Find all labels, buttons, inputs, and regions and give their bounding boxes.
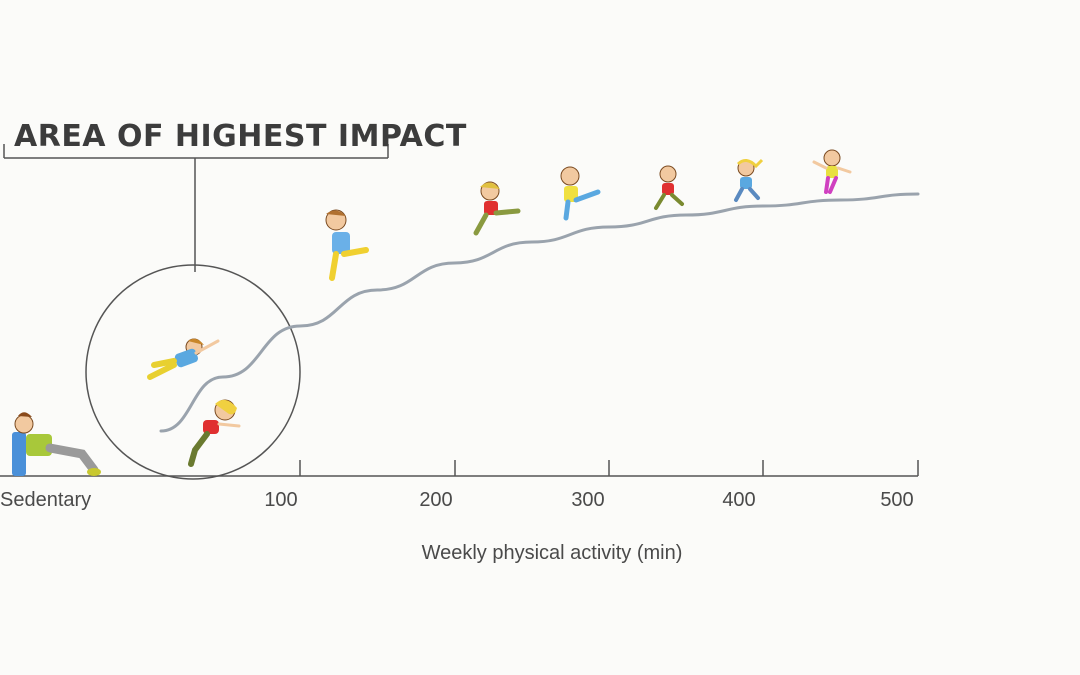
sedentary-person-icon	[12, 412, 101, 476]
callout-title: AREA OF HIGHEST IMPACT	[14, 119, 467, 154]
tick-label: 400	[722, 489, 755, 511]
series-line	[159, 192, 920, 433]
tick-label: Sedentary	[0, 489, 91, 511]
x-axis: Sedentary 100 200 300 400 500 Weekly phy…	[0, 460, 919, 564]
highest-impact-circle	[85, 264, 301, 480]
callout-bracket	[3, 144, 389, 272]
x-axis-label: Weekly physical activity (min)	[422, 542, 683, 564]
tick-label: 100	[264, 489, 297, 511]
tick-label: 200	[419, 489, 452, 511]
jumping-person-icon	[147, 338, 220, 380]
running-person-icon	[654, 165, 684, 210]
kicking-person-icon	[560, 166, 601, 221]
tick-label: 500	[880, 489, 913, 511]
tick-label: 300	[571, 489, 604, 511]
jumping-person-icon	[325, 209, 369, 281]
running-person-icon	[734, 158, 764, 202]
callout: AREA OF HIGHEST IMPACT	[3, 119, 467, 480]
running-person-icon	[188, 399, 241, 467]
kicking-person-icon	[473, 181, 521, 236]
dancing-person-icon	[812, 149, 852, 194]
